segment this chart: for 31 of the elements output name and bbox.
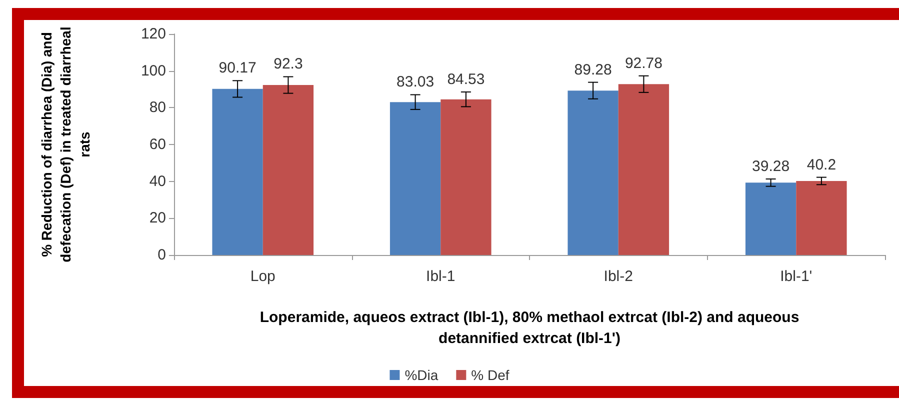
legend-label: %Dia: [404, 367, 438, 383]
y-tick-label: 0: [158, 246, 166, 264]
bar: [796, 180, 847, 255]
x-tick-label: Ibl-2: [604, 268, 633, 285]
y-tick-label: 40: [149, 172, 166, 190]
bar: [262, 85, 314, 255]
y-tick-label: 20: [149, 210, 166, 227]
data-label: 84.53: [447, 70, 485, 88]
data-label: 39.28: [752, 158, 790, 175]
y-tick-label: 120: [140, 26, 166, 42]
y-axis-title: % Reduction of diarrhea (Dia) and defecation (Def) in treated diarrheal rats: [38, 26, 92, 262]
legend-label: % Def: [471, 367, 510, 383]
x-tick-label: Lop: [250, 268, 276, 285]
data-label: 83.03: [396, 74, 434, 91]
bar: [440, 99, 492, 255]
data-label: 40.2: [806, 156, 836, 174]
x-axis-title: Loperamide, aqueos extract (Ibl-1), 80% methaol extrcat (Ibl-2) and aqueous detannified extrcat (Ibl-1'): [260, 309, 800, 347]
bar: [745, 182, 796, 255]
bar: [390, 102, 441, 255]
y-tick-label: 80: [149, 99, 166, 116]
bar: [212, 88, 263, 255]
y-tick-label: 60: [149, 136, 166, 153]
data-label: 89.28: [574, 61, 612, 78]
y-tick-label: 100: [140, 62, 166, 80]
data-label: 90.17: [218, 60, 256, 77]
bar: [618, 84, 670, 255]
x-tick-label: Ibl-1: [426, 268, 456, 285]
x-tick-label: Ibl-1': [780, 268, 812, 285]
bar: [568, 90, 618, 255]
data-label: 92.78: [624, 54, 662, 72]
data-label: 92.3: [274, 56, 303, 73]
